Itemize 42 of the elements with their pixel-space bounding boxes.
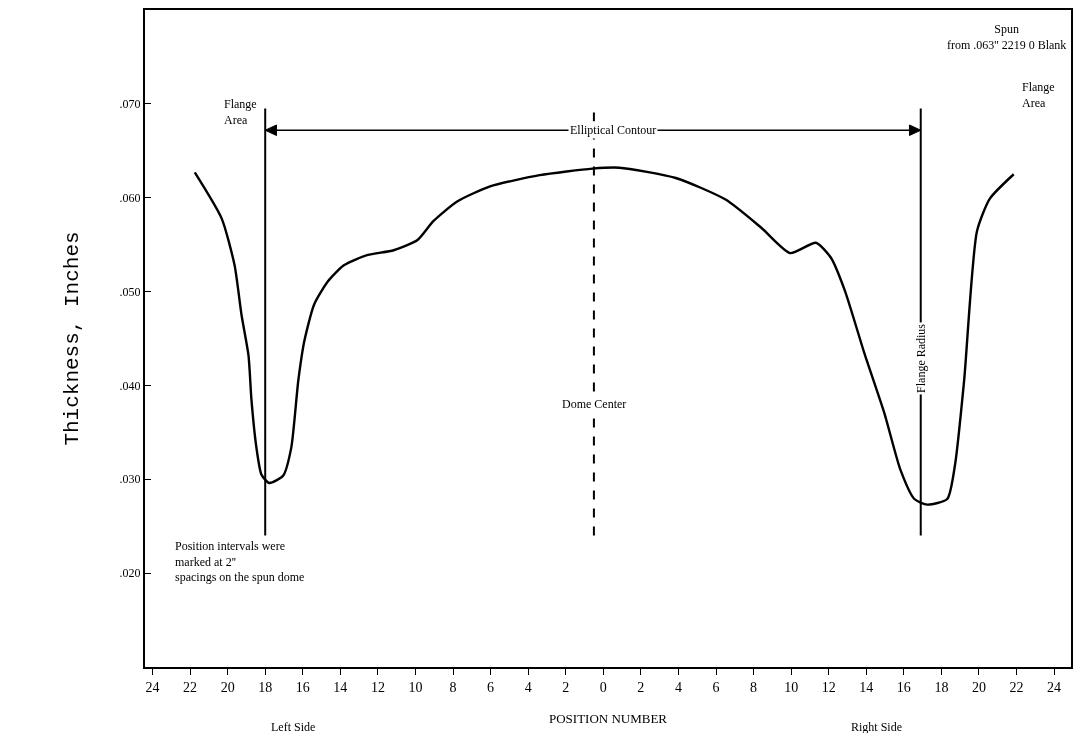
x-tick-label: 20 bbox=[220, 679, 235, 695]
ref-line-label: Dome Center bbox=[562, 397, 627, 411]
text: Right Side bbox=[851, 720, 903, 733]
x-tick-label: 10 bbox=[784, 679, 799, 695]
y-tick-label: .060 bbox=[119, 190, 141, 205]
text: Left Side bbox=[271, 720, 316, 733]
y-tick-label: .040 bbox=[119, 378, 141, 393]
x-tick-label: 0 bbox=[599, 679, 607, 695]
x-tick-label: 6 bbox=[712, 679, 720, 695]
x-tick-label: 2 bbox=[637, 679, 645, 695]
x-tick-label: 12 bbox=[370, 679, 385, 695]
x-tick-label: 16 bbox=[295, 679, 310, 695]
y-tick-label: .070 bbox=[119, 97, 141, 112]
y-tick-label: .020 bbox=[119, 566, 141, 581]
x-tick-label: 14 bbox=[859, 679, 874, 695]
x-tick-label: 4 bbox=[674, 679, 682, 695]
ref-line-label: Flange Radius bbox=[913, 323, 928, 393]
y-axis-title: Thickness, Inches bbox=[61, 231, 85, 446]
x-tick-label: 22 bbox=[183, 679, 198, 695]
x-tick-label: 12 bbox=[821, 679, 836, 695]
x-tick-label: 8 bbox=[449, 679, 457, 695]
y-tick-label: .030 bbox=[119, 472, 141, 487]
ref-line-label: Flange Area bbox=[224, 97, 257, 127]
x-axis-title: POSITION NUMBER bbox=[548, 710, 668, 726]
annotation: Position intervals were marked at 2'' spacings on the spun dome bbox=[175, 539, 305, 585]
x-tick-label: 8 bbox=[750, 679, 758, 695]
x-tick-label: 4 bbox=[524, 679, 532, 695]
x-tick-label: 2 bbox=[562, 679, 570, 695]
y-tick-label: .050 bbox=[119, 284, 141, 299]
annotation: Flange Area bbox=[1022, 80, 1055, 110]
x-tick-label: 10 bbox=[408, 679, 423, 695]
annotation: Elliptical Contour bbox=[570, 123, 657, 137]
x-tick-label: 22 bbox=[1009, 679, 1024, 695]
x-tick-label: 18 bbox=[934, 679, 949, 695]
x-tick-label: 18 bbox=[258, 679, 273, 695]
x-tick-label: 20 bbox=[971, 679, 986, 695]
x-tick-label: 16 bbox=[896, 679, 911, 695]
x-tick-label: 24 bbox=[1047, 679, 1062, 695]
annotation: Spun from .063'' 2219 0 Blank bbox=[947, 22, 1067, 52]
x-tick-label: 6 bbox=[487, 679, 495, 695]
x-tick-label: 24 bbox=[145, 679, 160, 695]
x-tick-label: 14 bbox=[333, 679, 348, 695]
